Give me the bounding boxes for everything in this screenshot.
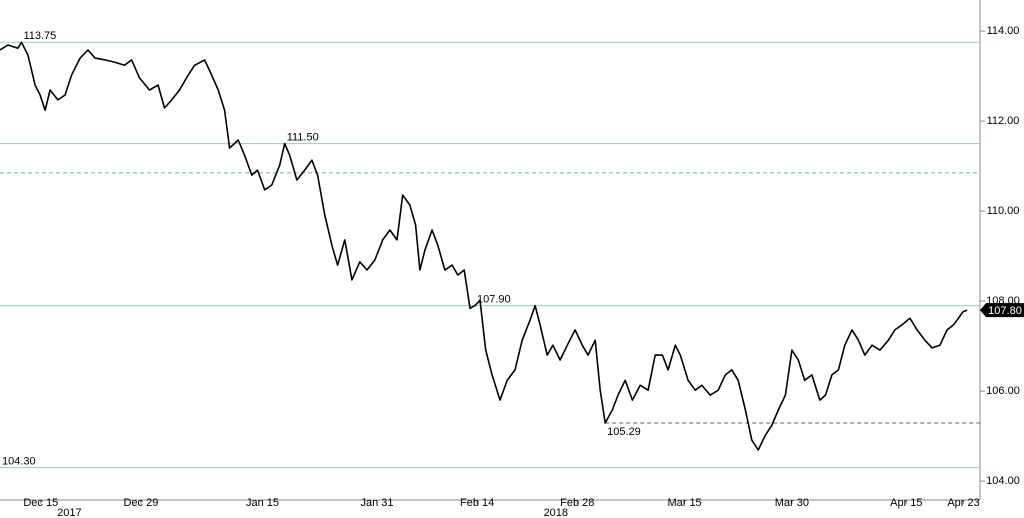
last-value-label: 107.80 [988, 305, 1022, 317]
x-tick-label: Apr 23 [947, 497, 979, 509]
reference-label: 104.30 [2, 456, 36, 468]
x-tick-label: Apr 15 [890, 497, 922, 509]
y-tick-label: 106.00 [986, 385, 1020, 397]
x-tick-label: Jan 15 [246, 497, 279, 509]
year-label: 2017 [57, 507, 81, 518]
reference-label: 105.29 [607, 426, 641, 438]
x-tick-label: Dec 15 [23, 497, 58, 509]
year-label: 2018 [544, 507, 568, 518]
last-value-box [980, 303, 1024, 318]
y-tick-label: 114.00 [987, 25, 1020, 37]
x-tick-label: Mar 15 [667, 497, 701, 509]
y-tick-label: 104.00 [986, 475, 1020, 487]
x-tick-label: Dec 29 [123, 497, 158, 509]
x-tick-label: Mar 30 [775, 497, 809, 509]
reference-label: 107.90 [477, 293, 511, 305]
reference-label: 111.50 [287, 131, 319, 143]
x-tick-label: Feb 28 [560, 497, 594, 509]
price-line [0, 41, 968, 451]
x-tick-label: Feb 14 [460, 497, 494, 509]
y-tick-label: 112.00 [987, 115, 1020, 127]
x-tick-label: Jan 31 [360, 497, 393, 509]
reference-label: 113.75 [23, 30, 56, 42]
y-tick-label: 110.00 [987, 205, 1020, 217]
